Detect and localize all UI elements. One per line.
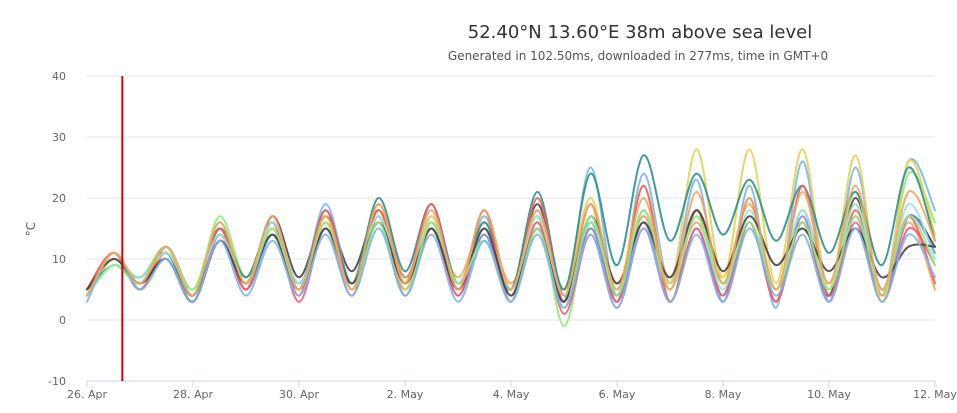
x-tick-label: 4. May (493, 388, 530, 401)
x-tick-label: 12. May (913, 388, 957, 401)
series-line-8 (86, 154, 936, 297)
y-tick-label: -10 (48, 375, 66, 388)
x-tick-label: 26. Apr (67, 388, 107, 401)
y-tick-label: 10 (52, 253, 66, 266)
y-tick-label: 30 (52, 131, 66, 144)
y-axis-title: °C (24, 222, 38, 236)
y-tick-label: 40 (52, 70, 66, 83)
chart-subtitle: Generated in 102.50ms, downloaded in 277… (447, 49, 829, 63)
x-tick-label: 30. Apr (279, 388, 319, 401)
x-tick-label: 10. May (807, 388, 851, 401)
series-lines (86, 148, 936, 328)
x-tick-label: 28. Apr (173, 388, 213, 401)
y-tick-label: 20 (52, 192, 66, 205)
x-tick-label: 6. May (599, 388, 636, 401)
x-tick-label: 8. May (705, 388, 742, 401)
series-line-11 (86, 209, 936, 303)
x-axis: 26. Apr 28. Apr 30. Apr 2. May 4. May 6. May 8… (67, 381, 957, 401)
x-tick-label: 2. May (387, 388, 424, 401)
y-axis: -10 0 10 20 30 40 (48, 70, 66, 388)
chart-title: 52.40°N 13.60°E 38m above sea level (467, 22, 813, 43)
series-line-13 (86, 227, 936, 309)
y-tick-label: 0 (59, 314, 66, 327)
series-line-14 (86, 184, 936, 297)
